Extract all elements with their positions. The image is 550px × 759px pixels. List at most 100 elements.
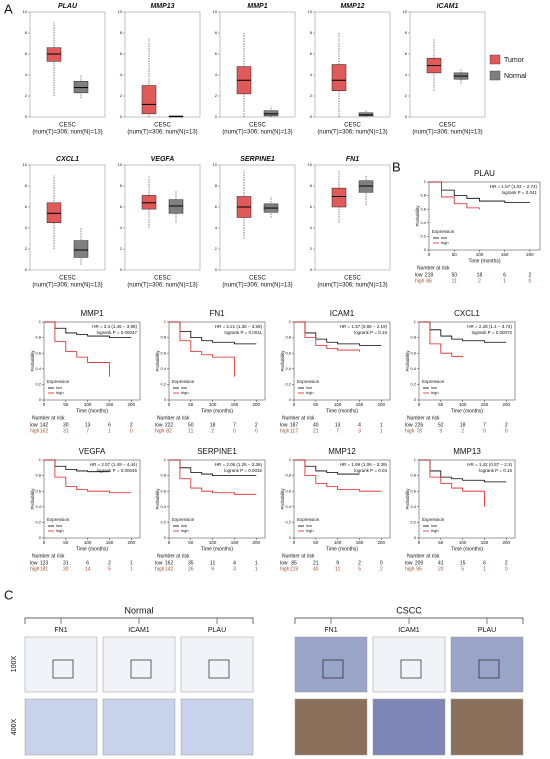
box (331, 64, 347, 91)
y-tick-label: 4 (120, 225, 123, 230)
micrograph-100x (180, 636, 254, 693)
risk-count: 162 (165, 560, 174, 566)
risk-count: 11 (210, 560, 215, 566)
risk-title: Number at risk (282, 553, 315, 559)
risk-count: 6 (483, 560, 486, 566)
box (263, 110, 279, 117)
x-axis-label: Time (months) (76, 546, 108, 552)
plot-title: SERPINE1 (240, 156, 275, 163)
x-tick-label: 200 (253, 540, 261, 545)
zoom-box (208, 659, 230, 679)
risk-count: 30 (63, 566, 69, 572)
risk-count: 2 (461, 428, 464, 434)
p-label: logrank P = 0.0032 (224, 468, 262, 473)
y-axis-label: Probability (405, 350, 410, 372)
y-tick-label: 10 (308, 162, 313, 167)
legend-title: Expression (297, 517, 320, 522)
y-tick-label: 0 (310, 267, 313, 272)
risk-count: 18 (210, 422, 216, 428)
sample-size: (num(T)=306; num(N)=13) (317, 283, 387, 289)
risk-count: 4 (233, 560, 236, 566)
risk-count: 0 (505, 428, 508, 434)
box (358, 112, 374, 117)
x-tick-label: 100 (84, 540, 92, 545)
risk-count: 1 (255, 560, 258, 566)
risk-title: Number at risk (407, 415, 440, 421)
risk-count: 218 (425, 272, 434, 278)
risk-row-label: low (415, 272, 423, 278)
legend-title: Expression (47, 379, 70, 384)
y-tick-label: 0.6 (410, 350, 416, 355)
panel-label: A (4, 1, 13, 16)
y-tick-label: 8 (215, 183, 218, 188)
legend-label: low (181, 523, 187, 528)
magnification-label: 100X (11, 656, 18, 673)
y-tick-label: 0 (25, 267, 28, 272)
risk-count: 85 (291, 560, 297, 566)
micrograph-100x (372, 636, 446, 693)
risk-count: 2 (255, 422, 258, 428)
risk-count: 181 (40, 566, 49, 572)
risk-count: 162 (40, 428, 49, 434)
y-tick-label: 6 (25, 51, 28, 56)
y-tick-label: 0.2 (160, 381, 166, 386)
x-tick-label: 200 (378, 540, 386, 545)
y-tick-label: 10 (118, 162, 123, 167)
legend-label: high (306, 390, 314, 395)
y-tick-label: 10 (308, 9, 313, 14)
risk-row-label: low (405, 560, 413, 566)
x-tick-label: 200 (503, 402, 511, 407)
y-tick-label: 0.8 (35, 473, 41, 478)
zoom-box (52, 659, 74, 679)
y-tick-label: 10 (23, 9, 28, 14)
y-tick-label: 2 (120, 93, 123, 98)
plot-title: CXCL1 (454, 309, 480, 318)
legend-label: Normal (504, 73, 527, 80)
y-tick-label: 4 (120, 72, 123, 77)
legend-label: low (431, 385, 437, 390)
micrograph-100x (450, 636, 524, 693)
risk-count: 1 (130, 560, 133, 566)
sample-size: (num(T)=306; num(N)=13) (32, 283, 102, 289)
y-tick-label: 0.4 (410, 504, 416, 509)
y-tick-label: 0.6 (285, 350, 291, 355)
risk-count: 40 (313, 422, 319, 428)
plot-title: CXCL1 (56, 156, 79, 163)
risk-title: Number at risk (157, 415, 190, 421)
x-tick-label: 200 (128, 540, 136, 545)
risk-row-label: high (405, 566, 415, 572)
risk-row-label: low (155, 560, 163, 566)
plot-frame (29, 11, 106, 118)
legend-label: high (306, 528, 314, 533)
plot-title: MMP1 (247, 3, 267, 10)
y-tick-label: 0.2 (35, 381, 41, 386)
y-tick-label: 6 (215, 204, 218, 209)
risk-count: 5 (108, 566, 111, 572)
legend-label: low (56, 523, 62, 528)
risk-count: 5 (461, 566, 464, 572)
y-tick-label: 0.8 (160, 335, 166, 340)
y-tick-label: 0.8 (35, 335, 41, 340)
x-tick-label: 200 (378, 402, 386, 407)
group-label: Normal (124, 605, 153, 615)
y-tick-label: 0 (164, 397, 167, 402)
column-label: PLAU (208, 627, 226, 634)
plot-frame (168, 321, 266, 401)
box (141, 85, 157, 115)
p-label: logrank P = 0.00072 (472, 330, 513, 335)
risk-count: 1 (380, 428, 383, 434)
risk-count: 0 (130, 428, 133, 434)
y-tick-label: 4 (215, 225, 218, 230)
x-axis-label: Time (months) (326, 546, 358, 552)
risk-count: 21 (313, 428, 319, 434)
risk-count: 2 (130, 422, 133, 428)
y-tick-label: 6 (25, 204, 28, 209)
y-tick-label: 0.4 (35, 504, 41, 509)
x-tick-label: 0 (168, 540, 171, 545)
survival-curve (169, 321, 235, 377)
plot-frame (293, 321, 391, 401)
plot-frame (314, 11, 391, 118)
plot-title: VEGFA (79, 447, 106, 456)
risk-count: 20 (438, 566, 444, 572)
